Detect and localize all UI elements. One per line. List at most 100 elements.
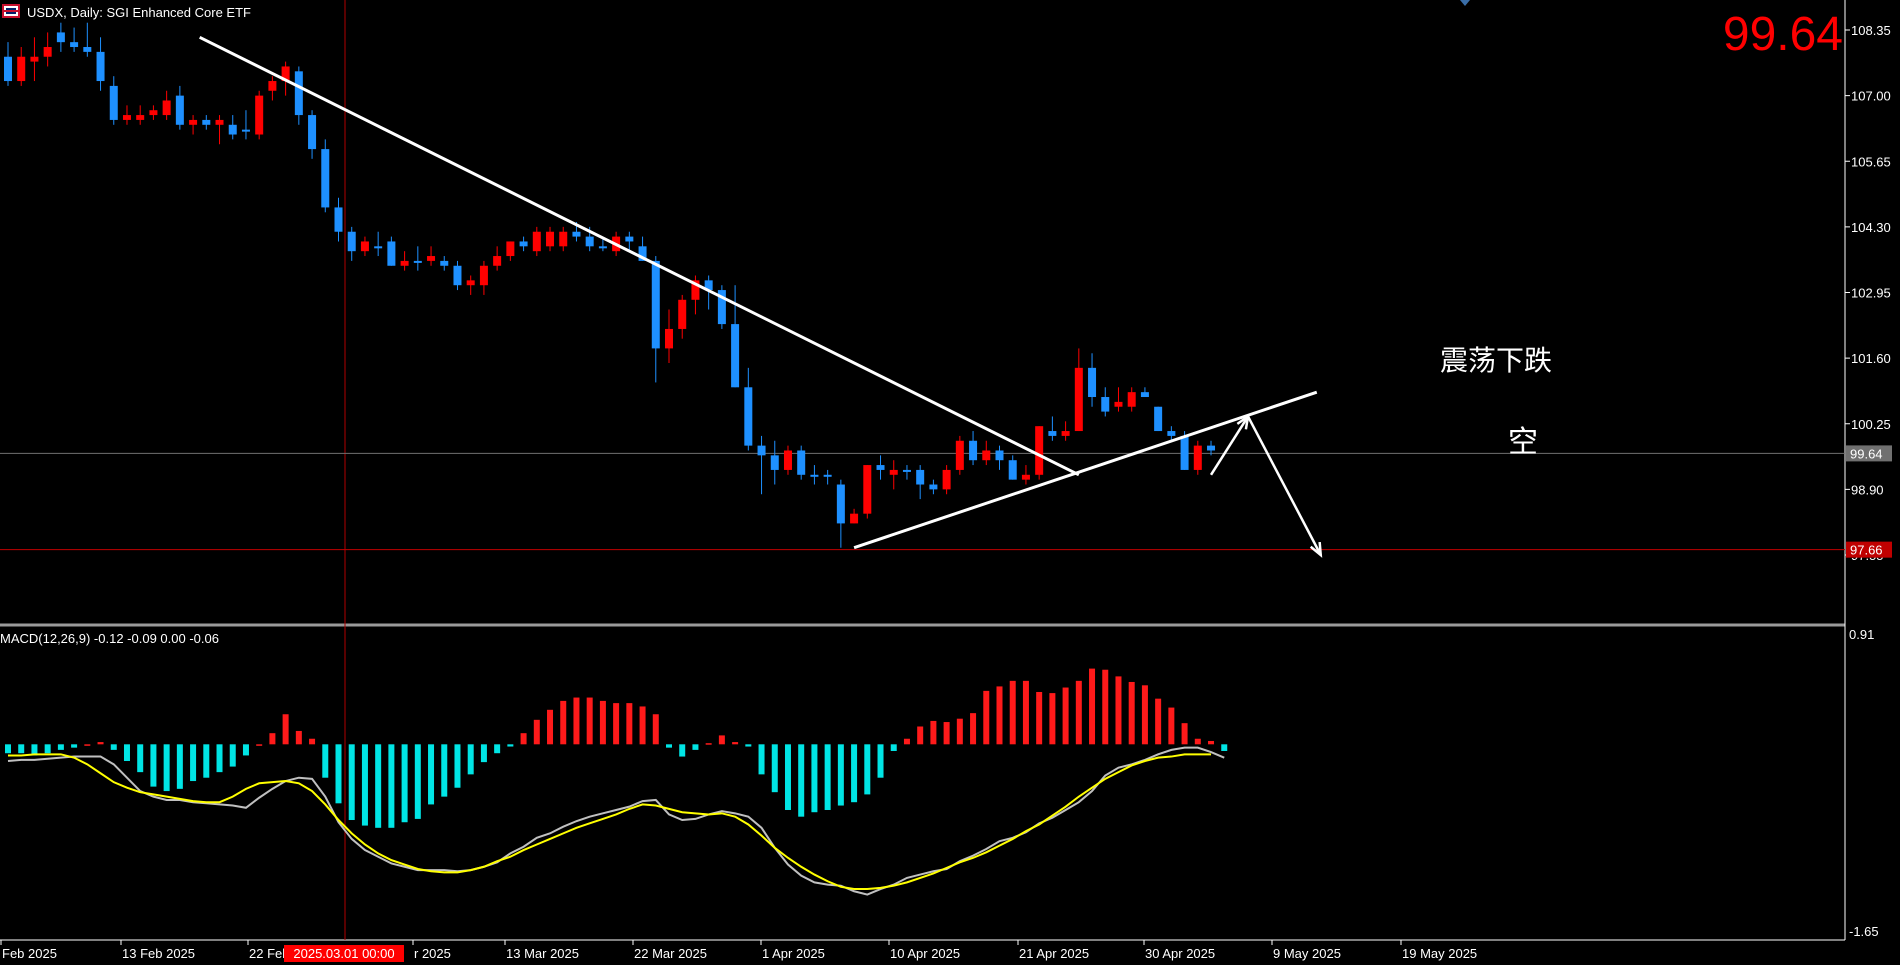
candle-body (1101, 397, 1110, 412)
candle-body (1207, 445, 1216, 451)
candle-body (797, 450, 806, 475)
time-axis-label: 13 Feb 2025 (122, 946, 195, 961)
macd-group (5, 668, 1228, 896)
macd-histogram-bar (1128, 681, 1135, 745)
candle-body (585, 236, 594, 247)
macd-histogram-bar (1221, 744, 1228, 751)
candle-body (387, 241, 396, 266)
candle-body (995, 450, 1004, 461)
candle-body (678, 299, 687, 329)
crosshair-time-label: 2025.03.01 00:00 (293, 946, 394, 961)
price-axis[interactable]: 108.35 107.00 105.65 104.30 102.95 101.60 100.… (1845, 23, 1892, 563)
macd-histogram-bar (322, 744, 329, 778)
price-axis-label: 104.30 (1851, 220, 1891, 235)
candle-body (1154, 406, 1163, 432)
macd-histogram-bar (930, 720, 937, 745)
crosshair-time-box (284, 945, 404, 962)
candle-body (863, 465, 872, 514)
candle-body (17, 56, 26, 82)
macd-histogram-bar (1036, 691, 1043, 745)
macd-histogram-bar (864, 744, 871, 795)
macd-histogram-bar (31, 744, 38, 756)
candle-body (308, 115, 317, 150)
candle-body (559, 231, 568, 247)
candle-body (83, 47, 92, 52)
candles-group (4, 22, 1216, 548)
macd-histogram-bar (428, 744, 435, 805)
macd-histogram-bar (679, 744, 686, 757)
macd-histogram-bar (917, 726, 924, 745)
time-axis-label: 1 Apr 2025 (762, 946, 825, 961)
candle-body (1180, 435, 1189, 470)
price-axis-label: 105.65 (1851, 154, 1891, 169)
macd-histogram-bar (877, 744, 884, 778)
chart-title: USDX, Daily: SGI Enhanced Core ETF (27, 5, 251, 20)
macd-histogram-bar (890, 744, 897, 751)
candle-body (1061, 431, 1070, 436)
candle-body (228, 124, 237, 135)
macd-histogram-bar (18, 744, 25, 754)
macd-histogram-bar (507, 744, 514, 747)
macd-histogram-bar (441, 744, 448, 797)
macd-histogram-bar (718, 735, 725, 745)
chart-shift-marker-icon[interactable] (1460, 0, 1470, 6)
candle-body (717, 290, 726, 325)
candle-body (427, 256, 436, 261)
macd-histogram-bar (375, 744, 382, 828)
macd-histogram-bar (1089, 668, 1096, 745)
candle-body (1114, 401, 1123, 407)
macd-histogram-bar (1181, 723, 1188, 745)
macd-histogram-bar (467, 744, 474, 775)
candle-body (665, 328, 673, 349)
macd-histogram-bar (1155, 698, 1162, 745)
current-price-box (1846, 445, 1892, 462)
uk-flag-icon (2, 4, 20, 18)
oscillation-annotation: 震荡下跌 (1440, 344, 1552, 377)
macd-histogram-bar (361, 744, 368, 826)
macd-histogram-bar (348, 744, 355, 821)
macd-histogram-bar (414, 744, 421, 819)
macd-histogram-bar (824, 744, 831, 810)
macd-histogram-bar (798, 744, 805, 817)
candle-body (598, 246, 607, 249)
candle-body (1167, 431, 1176, 436)
price-panel[interactable] (0, 0, 1845, 623)
macd-histogram-bar (903, 738, 910, 745)
macd-histogram-bar (771, 744, 778, 793)
macd-histogram-bar (547, 709, 554, 745)
macd-histogram-bar (388, 744, 395, 828)
candle-body (876, 465, 885, 470)
candle-body (241, 129, 250, 132)
macd-histogram-bar (84, 744, 91, 746)
candle-body (268, 81, 277, 91)
macd-histogram-bar (1075, 680, 1082, 745)
candle-body (122, 115, 131, 120)
candle-body (704, 280, 713, 291)
macd-histogram-bar (613, 703, 620, 745)
time-axis-label: 30 Apr 2025 (1145, 946, 1215, 961)
candle-body (149, 110, 158, 116)
macd-histogram-bar (652, 714, 659, 745)
macd-histogram-bar (150, 744, 157, 787)
candle-body (175, 95, 184, 125)
macd-panel[interactable] (0, 627, 1845, 939)
candle-body (823, 474, 832, 477)
macd-histogram-bar (71, 744, 78, 748)
macd-histogram-bar (44, 744, 51, 754)
candle-body (836, 484, 845, 524)
macd-histogram-bar (1102, 669, 1109, 745)
candle-body (1193, 445, 1202, 470)
macd-histogram-bar (758, 744, 765, 775)
candle-body (30, 56, 39, 62)
macd-histogram-bar (97, 742, 104, 745)
candle-body (651, 260, 660, 349)
candle-body (202, 119, 211, 125)
macd-histogram-bar (573, 697, 580, 745)
macd-histogram-bar (970, 713, 977, 745)
candle-body (691, 280, 700, 300)
candle-body (374, 246, 383, 249)
candle-body (43, 47, 52, 57)
